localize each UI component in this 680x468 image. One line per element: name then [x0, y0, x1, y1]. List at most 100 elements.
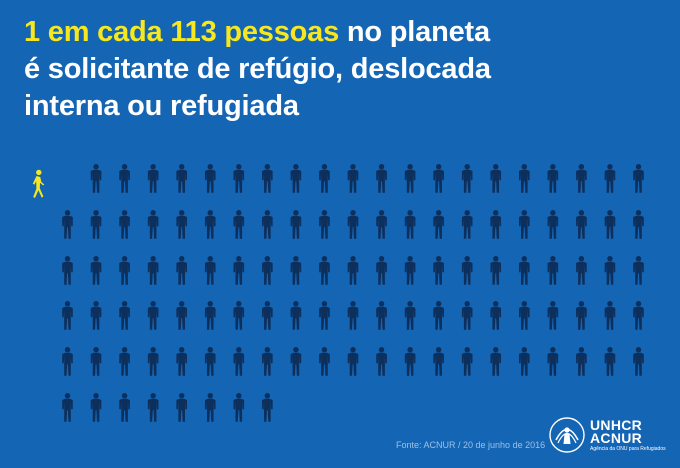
person-icon: [233, 256, 245, 285]
person-icon: [376, 347, 387, 376]
person-icon: [376, 210, 387, 239]
person-icon: [62, 393, 73, 422]
person-icon: [176, 256, 187, 285]
person-icon: [490, 256, 502, 285]
person-icon: [461, 301, 473, 330]
person-icon: [604, 301, 616, 330]
person-icon: [633, 301, 644, 330]
unhcr-emblem-icon: [549, 417, 585, 453]
person-icon: [147, 301, 159, 330]
person-icon: [176, 301, 187, 330]
person-icon: [90, 164, 102, 193]
person-icon: [119, 256, 130, 285]
headline-line2: é solicitante de refúgio, deslocada: [24, 53, 491, 85]
person-icon: [347, 210, 359, 239]
person-icon: [90, 393, 102, 422]
person-icon: [119, 347, 130, 376]
person-icon: [519, 256, 530, 285]
person-icon: [547, 210, 559, 239]
person-icon: [262, 256, 273, 285]
person-icon: [176, 210, 187, 239]
person-icon: [633, 210, 644, 239]
person-icon: [262, 301, 273, 330]
person-icon: [204, 393, 216, 422]
person-icon: [347, 164, 359, 193]
person-icon: [62, 347, 73, 376]
person-icon: [633, 256, 644, 285]
person-icon: [433, 210, 444, 239]
person-icon: [204, 301, 216, 330]
person-icon: [404, 210, 416, 239]
person-icon: [233, 164, 245, 193]
person-icon: [547, 301, 559, 330]
person-icon: [90, 210, 102, 239]
person-icon: [633, 347, 644, 376]
headline: 1 em cada 113 pessoas no planeta é solic…: [24, 14, 664, 125]
person-icon: [204, 256, 216, 285]
person-icon: [119, 210, 130, 239]
person-icon: [547, 347, 559, 376]
person-icon: [319, 301, 330, 330]
person-icon: [433, 256, 444, 285]
person-icon: [547, 256, 559, 285]
person-icon: [119, 393, 130, 422]
person-icon: [461, 164, 473, 193]
person-icon: [290, 164, 302, 193]
logo-tagline: Agência da ONU para Refugiados: [590, 446, 666, 452]
person-icon: [604, 164, 616, 193]
person-icon: [290, 347, 302, 376]
person-icon: [204, 347, 216, 376]
person-icon: [347, 256, 359, 285]
person-icon: [576, 256, 587, 285]
person-icon: [233, 347, 245, 376]
source-note: Fonte: ACNUR / 20 de junho de 2016: [396, 440, 546, 450]
walking-person-icon: [32, 169, 45, 198]
person-icon: [461, 256, 473, 285]
person-icon: [90, 256, 102, 285]
person-icon: [433, 164, 444, 193]
person-icon: [433, 301, 444, 330]
headline-part1-rest: no planeta: [339, 16, 490, 48]
person-icon: [262, 164, 273, 193]
logo-line1: UNHCR: [590, 417, 643, 433]
person-icon: [519, 301, 530, 330]
person-icon: [576, 210, 587, 239]
person-icon: [176, 164, 187, 193]
person-icon: [319, 347, 330, 376]
unhcr-logo: UNHCR ACNUR Agência da ONU para Refugiad…: [548, 416, 668, 456]
person-icon: [90, 301, 102, 330]
person-icon: [290, 210, 302, 239]
person-icon: [319, 210, 330, 239]
person-icon: [176, 347, 187, 376]
person-icon: [576, 301, 587, 330]
person-icon: [633, 164, 644, 193]
person-icon: [376, 164, 387, 193]
person-icon: [319, 164, 330, 193]
person-icon: [433, 347, 444, 376]
person-icon: [319, 256, 330, 285]
person-icon: [347, 347, 359, 376]
person-icon: [147, 256, 159, 285]
headline-highlight: 1 em cada 113 pessoas: [24, 16, 340, 48]
person-icon: [604, 347, 616, 376]
person-icon: [62, 301, 73, 330]
person-icon: [147, 393, 159, 422]
person-icon: [576, 347, 587, 376]
person-icon: [404, 301, 416, 330]
person-icon: [176, 393, 187, 422]
person-icon: [147, 347, 159, 376]
person-icon: [233, 393, 245, 422]
logo-line2: ACNUR: [590, 430, 643, 446]
person-icon: [62, 210, 73, 239]
person-icon: [376, 256, 387, 285]
person-icon: [490, 164, 502, 193]
person-icon: [604, 210, 616, 239]
person-icon: [204, 164, 216, 193]
person-icon: [547, 164, 559, 193]
person-icon: [404, 256, 416, 285]
person-icon: [519, 210, 530, 239]
person-icon: [404, 347, 416, 376]
person-icon: [119, 301, 130, 330]
person-icon: [147, 210, 159, 239]
